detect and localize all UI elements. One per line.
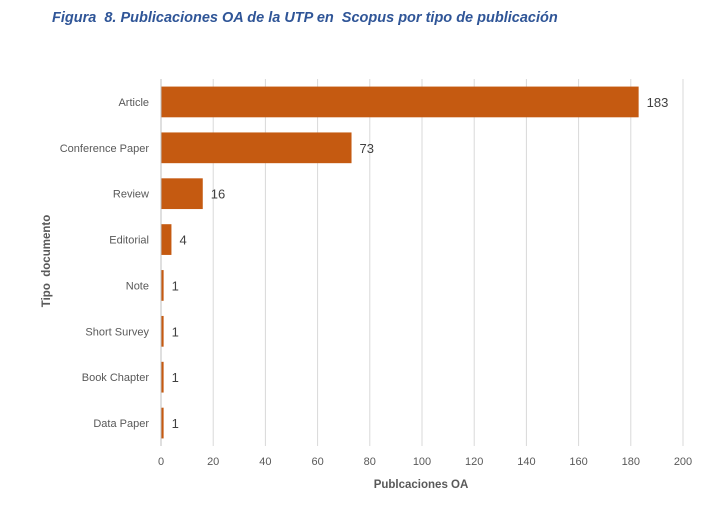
data-label: 1 — [172, 370, 179, 385]
bar — [161, 132, 352, 164]
x-axis-ticks: 0 20 40 60 80 100 120 140 160 180 200 — [158, 456, 692, 468]
x-tick-label: 140 — [517, 456, 535, 468]
bar — [161, 407, 164, 439]
x-tick-label: 180 — [622, 456, 640, 468]
x-tick-label: 120 — [465, 456, 483, 468]
x-tick-label: 200 — [674, 456, 692, 468]
bar — [161, 224, 172, 255]
bars — [161, 86, 639, 439]
bar — [161, 178, 203, 210]
x-tick-label: 40 — [259, 456, 271, 468]
data-label: 4 — [179, 233, 186, 248]
data-label: 183 — [647, 95, 669, 110]
x-tick-label: 100 — [413, 456, 431, 468]
y-tick-label: Book Chapter — [82, 372, 150, 384]
y-tick-label: Data Paper — [93, 418, 149, 430]
bar — [161, 270, 164, 301]
y-tick-label: Review — [113, 189, 149, 201]
data-label: 1 — [172, 416, 179, 431]
y-axis-title: Tipo documento — [41, 215, 53, 307]
y-tick-label: Note — [126, 280, 149, 292]
y-axis-categories: Article Conference Paper Review Editorial No… — [60, 97, 150, 430]
x-tick-label: 20 — [207, 456, 219, 468]
x-tick-label: 160 — [569, 456, 587, 468]
data-labels: 183 73 16 4 1 1 1 1 — [172, 95, 669, 431]
figure-title: Figura 8. Publicaciones OA de la UTP en … — [52, 10, 558, 26]
y-tick-label: Editorial — [109, 235, 149, 247]
data-label: 16 — [211, 187, 225, 202]
y-tick-label: Conference Paper — [60, 143, 150, 155]
bar — [161, 86, 639, 118]
data-label: 73 — [360, 141, 374, 156]
x-tick-label: 80 — [364, 456, 376, 468]
x-tick-label: 0 — [158, 456, 164, 468]
y-tick-label: Article — [118, 97, 149, 109]
bar — [161, 361, 164, 393]
data-label: 1 — [172, 324, 179, 339]
y-tick-label: Short Survey — [85, 326, 149, 338]
x-tick-label: 60 — [311, 456, 323, 468]
bar — [161, 315, 164, 347]
data-label: 1 — [172, 278, 179, 293]
x-axis-title: Publcaciones OA — [374, 479, 469, 491]
